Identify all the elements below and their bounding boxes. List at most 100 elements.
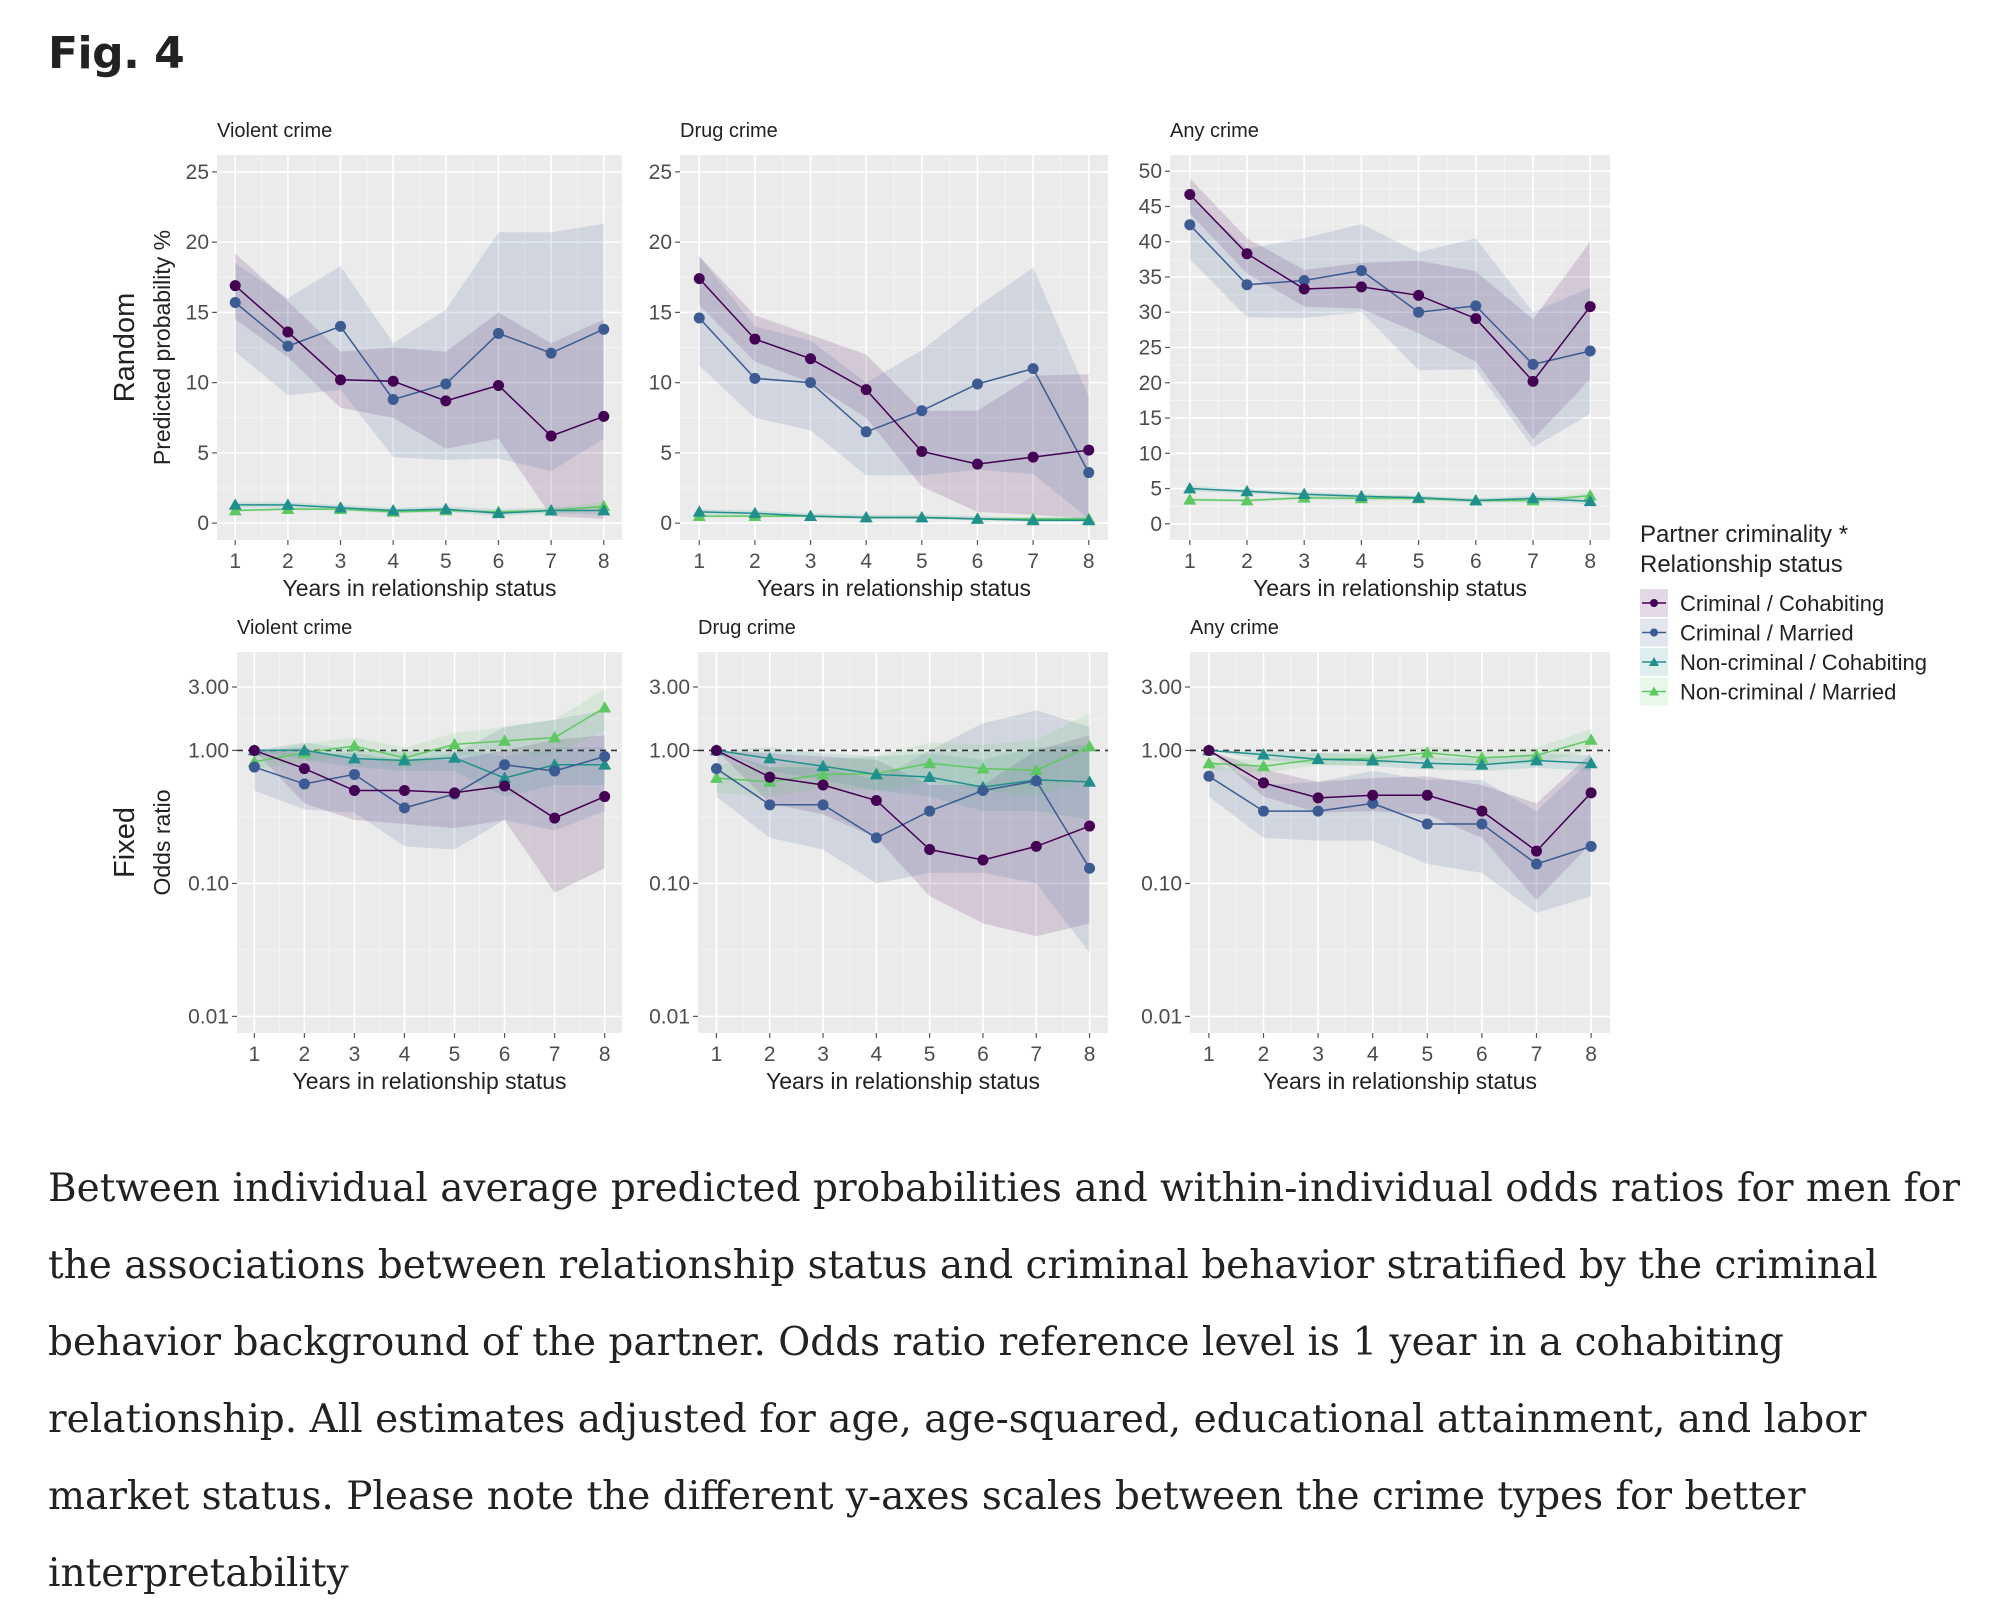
- data-point: [1421, 789, 1433, 801]
- data-point: [1412, 491, 1426, 503]
- x-tick-label: 1: [248, 1043, 260, 1066]
- data-point: [1258, 805, 1269, 817]
- data-point: [1030, 775, 1042, 787]
- data-point: [970, 512, 984, 524]
- data-point: [817, 779, 829, 791]
- y-axis-title: Odds ratio: [149, 789, 175, 895]
- data-point: [860, 384, 872, 396]
- x-tick-label: 6: [493, 550, 505, 573]
- data-point: [1475, 751, 1489, 763]
- x-tick-label: 3: [1298, 550, 1310, 573]
- x-tick-label: 4: [387, 550, 399, 573]
- data-point: [597, 503, 611, 516]
- x-tick-label: 7: [549, 1043, 561, 1066]
- data-point: [693, 312, 705, 324]
- data-point: [1420, 756, 1434, 769]
- legend-label: Non-criminal / Cohabiting: [1680, 650, 1927, 675]
- data-point: [548, 731, 562, 743]
- data-point: [923, 770, 937, 783]
- data-point: [1470, 300, 1482, 312]
- data-point: [1585, 840, 1597, 852]
- data-point: [1527, 375, 1539, 387]
- legend-key-marker: [1649, 686, 1659, 696]
- data-point: [449, 787, 461, 799]
- panel-fixed-drug-crime: 0.01 0.10 1.00 3.00 1 2 3 4 5 6 7 8 Years in relatio…: [649, 617, 1108, 1094]
- data-point: [347, 751, 361, 764]
- series-line: [254, 749, 605, 819]
- legend-label: Criminal / Married: [1680, 621, 1854, 646]
- x-tick-label: 8: [1584, 550, 1596, 573]
- data-point: [1312, 792, 1324, 804]
- series-line: [698, 278, 1089, 465]
- y-tick-label: 1.00: [649, 739, 690, 762]
- panel-fixed-violent-crime: 0.01 0.10 1.00 3.00 1 2 3 4 5 6 7 8 Years in relatio…: [188, 617, 622, 1094]
- data-point: [387, 375, 399, 387]
- panel-random-drug-crime: 0 5 10 15 20 25 1 2 3 4 5 6 7 8 Years in relationship …: [649, 120, 1108, 601]
- y-tick-label: 10: [186, 372, 209, 395]
- series-line: [1189, 487, 1591, 502]
- data-point: [491, 506, 505, 519]
- x-tick-label: 4: [860, 550, 872, 573]
- data-point: [804, 509, 818, 521]
- data-point: [859, 511, 873, 523]
- data-point: [598, 701, 612, 713]
- y-tick-label: 0.10: [649, 872, 690, 895]
- data-point: [297, 743, 311, 756]
- y-tick-label: 45: [1139, 195, 1162, 218]
- x-tick-label: 5: [440, 550, 452, 573]
- x-axis-title: Years in relationship status: [292, 1068, 566, 1094]
- series-line: [254, 749, 605, 779]
- x-tick-label: 3: [1312, 1043, 1324, 1066]
- figure-title: Fig. 4: [48, 28, 185, 79]
- data-point: [1584, 733, 1598, 745]
- y-tick-label: 15: [649, 301, 672, 324]
- data-point: [1413, 306, 1425, 318]
- data-point: [1026, 513, 1040, 526]
- data-point: [1027, 363, 1039, 375]
- data-point: [1527, 358, 1539, 370]
- data-point: [924, 843, 936, 855]
- data-point: [1476, 818, 1488, 830]
- data-point: [817, 799, 829, 811]
- legend: Partner criminality * Relationship status…: [1640, 521, 1927, 706]
- data-point: [598, 323, 610, 335]
- series-line: [699, 511, 1089, 522]
- x-tick-label: 6: [977, 1043, 989, 1066]
- legend-label: Non-criminal / Married: [1680, 680, 1896, 705]
- y-tick-label: 50: [1139, 160, 1162, 183]
- data-point: [1584, 345, 1596, 357]
- data-point: [764, 771, 776, 783]
- data-point: [1475, 758, 1489, 770]
- data-point: [1183, 482, 1197, 494]
- series-line: [234, 285, 605, 437]
- data-point: [710, 763, 722, 775]
- data-point: [816, 767, 830, 780]
- data-point: [1084, 820, 1096, 832]
- data-point: [282, 326, 294, 338]
- data-point: [1184, 219, 1196, 231]
- confidence-ribbon: [699, 256, 1089, 519]
- y-tick-label: 0: [660, 512, 672, 535]
- data-point: [805, 353, 817, 365]
- data-point: [1203, 770, 1215, 782]
- data-point: [229, 297, 241, 309]
- x-tick-label: 8: [598, 550, 610, 573]
- data-point: [1476, 805, 1488, 817]
- data-point: [1203, 744, 1215, 756]
- data-point: [1421, 818, 1433, 830]
- data-point: [1083, 467, 1095, 479]
- data-point: [1366, 754, 1380, 766]
- data-point: [492, 379, 504, 391]
- data-point: [549, 765, 561, 777]
- x-tick-label: 6: [1476, 1043, 1488, 1066]
- data-point: [448, 751, 462, 763]
- y-tick-label: 0.01: [188, 1005, 229, 1028]
- data-point: [1470, 313, 1482, 325]
- series-line: [1208, 749, 1592, 766]
- data-point: [599, 751, 611, 763]
- data-point: [598, 410, 610, 422]
- data-point: [281, 498, 295, 510]
- x-tick-label: 1: [1184, 550, 1196, 573]
- data-point: [1420, 746, 1434, 758]
